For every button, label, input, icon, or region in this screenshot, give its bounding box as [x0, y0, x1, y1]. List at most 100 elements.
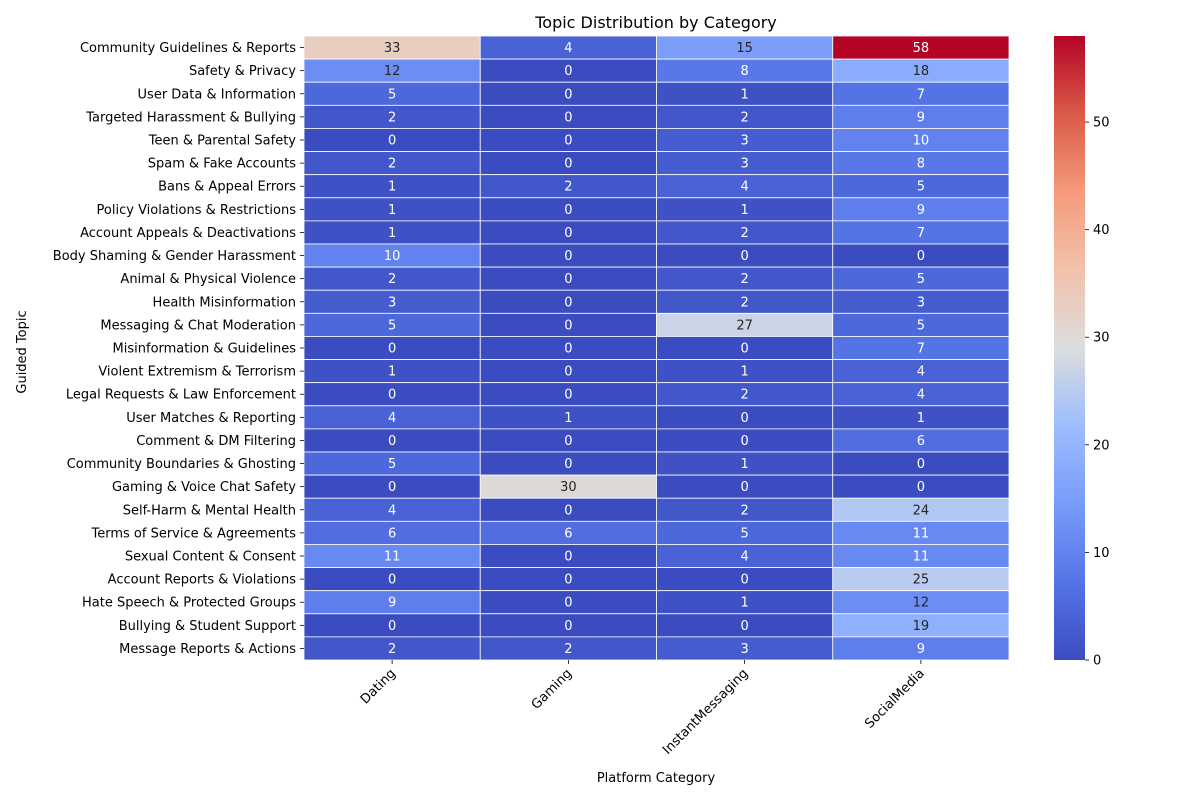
cell-value-label: 2 — [740, 503, 748, 518]
row-tick-label: Policy Violations & Restrictions — [97, 203, 297, 218]
cell-value-label: 0 — [917, 249, 925, 264]
cell-value-label: 2 — [564, 180, 572, 195]
cell-value-label: 0 — [740, 434, 748, 449]
cell-value-label: 0 — [740, 411, 748, 426]
cell-value-label: 0 — [564, 342, 572, 357]
cell-value-label: 0 — [564, 87, 572, 102]
colorbar-tick-label: 40 — [1093, 223, 1110, 238]
cell-value-label: 5 — [740, 526, 748, 541]
cell-value-label: 11 — [913, 526, 930, 541]
cell-value-label: 5 — [917, 272, 925, 287]
row-tick-label: User Data & Information — [138, 87, 296, 102]
cell-value-label: 0 — [388, 573, 396, 588]
cell-value-label: 15 — [736, 41, 753, 56]
cell-value-label: 0 — [564, 388, 572, 403]
cell-value-label: 0 — [564, 318, 572, 333]
cell-value-label: 0 — [564, 457, 572, 472]
cell-value-label: 0 — [564, 365, 572, 380]
cell-value-label: 3 — [388, 295, 396, 310]
cell-value-label: 5 — [388, 87, 396, 102]
cell-value-label: 0 — [564, 64, 572, 79]
cell-value-label: 10 — [384, 249, 401, 264]
cell-value-label: 0 — [564, 434, 572, 449]
colorbar-tick-label: 30 — [1093, 331, 1110, 346]
cell-value-label: 0 — [564, 503, 572, 518]
cell-value-label: 0 — [388, 434, 396, 449]
colorbar — [1054, 36, 1085, 660]
cell-value-label: 2 — [740, 272, 748, 287]
cell-value-label: 5 — [917, 318, 925, 333]
row-tick-label: Gaming & Voice Chat Safety — [112, 480, 296, 495]
y-axis-label: Guided Topic — [15, 310, 30, 393]
colorbar-tick-label: 0 — [1093, 654, 1101, 669]
row-tick-label: Account Appeals & Deactivations — [80, 226, 296, 241]
cell-value-label: 2 — [740, 388, 748, 403]
cell-value-label: 5 — [388, 457, 396, 472]
row-tick-label: Bullying & Student Support — [119, 619, 296, 634]
cell-value-label: 8 — [740, 64, 748, 79]
cell-value-label: 1 — [388, 203, 396, 218]
column-tick-label: Gaming — [529, 666, 576, 713]
cell-value-label: 3 — [917, 295, 925, 310]
row-tick-label: Hate Speech & Protected Groups — [82, 596, 296, 611]
cell-value-label: 1 — [740, 203, 748, 218]
cell-value-label: 3 — [740, 157, 748, 172]
row-labels: Community Guidelines & Reports Safety & P… — [53, 41, 304, 657]
cell-value-label: 6 — [388, 526, 396, 541]
cell-value-label: 1 — [917, 411, 925, 426]
cell-value-label: 4 — [740, 180, 748, 195]
row-tick-label: Violent Extremism & Terrorism — [98, 365, 296, 380]
cell-value-label: 27 — [736, 318, 753, 333]
colorbar-tick-label: 20 — [1093, 438, 1110, 453]
cell-value-label: 0 — [388, 134, 396, 149]
column-labels: Dating Gaming InstantMessaging SocialMedia — [358, 660, 928, 758]
cell-value-label: 4 — [917, 365, 925, 380]
row-tick-label: Account Reports & Violations — [108, 573, 297, 588]
cell-value-label: 11 — [384, 550, 401, 565]
cell-value-label: 0 — [740, 249, 748, 264]
cell-value-label: 0 — [388, 388, 396, 403]
row-tick-label: Comment & DM Filtering — [136, 434, 296, 449]
cell-value-label: 0 — [564, 157, 572, 172]
cell-value-label: 0 — [740, 480, 748, 495]
cell-value-label: 3 — [740, 134, 748, 149]
cell-value-label: 0 — [564, 619, 572, 634]
cell-value-label: 9 — [388, 596, 396, 611]
row-tick-label: Message Reports & Actions — [119, 642, 296, 657]
cell-value-label: 1 — [388, 365, 396, 380]
row-tick-label: Bans & Appeal Errors — [158, 180, 296, 195]
cell-value-label: 0 — [917, 480, 925, 495]
cell-value-label: 9 — [917, 110, 925, 125]
cell-value-label: 0 — [564, 272, 572, 287]
cell-value-label: 2 — [740, 110, 748, 125]
cell-value-label: 1 — [388, 226, 396, 241]
cell-value-label: 4 — [564, 41, 572, 56]
row-tick-label: User Matches & Reporting — [126, 411, 296, 426]
row-tick-label: Community Guidelines & Reports — [80, 41, 296, 56]
cell-value-label: 6 — [564, 526, 572, 541]
cell-value-label: 12 — [384, 64, 401, 79]
cell-value-label: 2 — [564, 642, 572, 657]
cell-value-label: 11 — [913, 550, 930, 565]
row-tick-label: Animal & Physical Violence — [120, 272, 296, 287]
x-axis-label: Platform Category — [597, 771, 716, 786]
colorbar-tick-label: 50 — [1093, 116, 1110, 131]
colorbar-tick-label: 10 — [1093, 546, 1110, 561]
row-tick-label: Body Shaming & Gender Harassment — [53, 249, 296, 264]
cell-value-label: 0 — [740, 342, 748, 357]
row-tick-label: Safety & Privacy — [189, 64, 296, 79]
cell-value-label: 1 — [740, 87, 748, 102]
cell-value-label: 1 — [388, 180, 396, 195]
cell-value-label: 9 — [917, 203, 925, 218]
cell-value-label: 5 — [388, 318, 396, 333]
cell-value-label: 0 — [564, 110, 572, 125]
row-tick-label: Messaging & Chat Moderation — [100, 318, 296, 333]
cell-value-label: 0 — [388, 619, 396, 634]
cell-value-label: 0 — [564, 573, 572, 588]
cell-value-label: 0 — [388, 342, 396, 357]
row-tick-label: Terms of Service & Agreements — [91, 526, 297, 541]
cell-value-label: 0 — [564, 226, 572, 241]
row-tick-label: Self-Harm & Mental Health — [123, 503, 296, 518]
